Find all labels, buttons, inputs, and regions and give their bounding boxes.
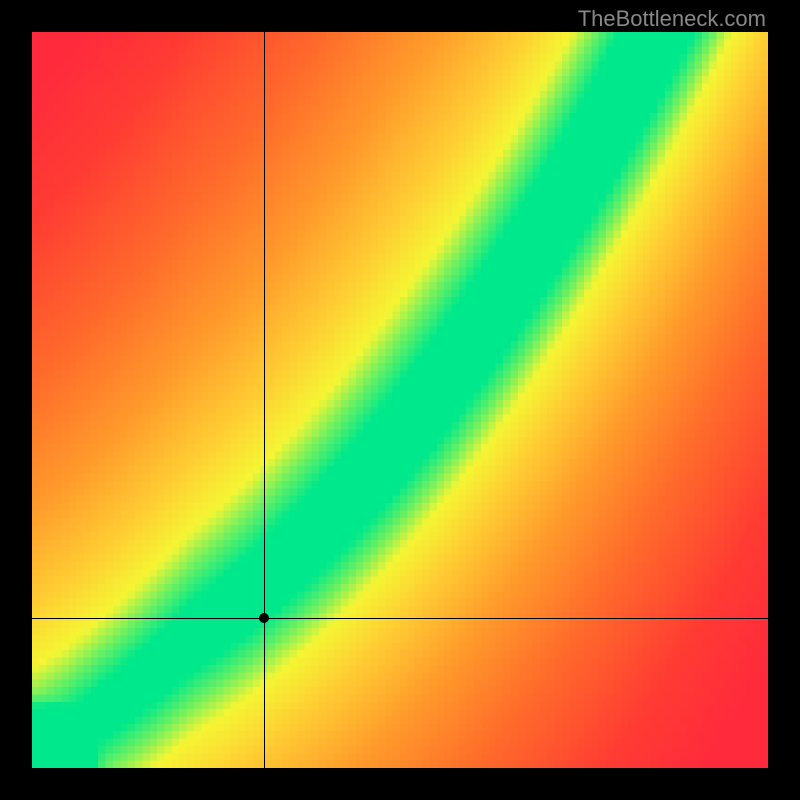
plot-area <box>32 32 768 768</box>
heatmap-canvas <box>32 32 768 768</box>
crosshair-vertical <box>264 32 265 768</box>
crosshair-horizontal <box>32 618 768 619</box>
crosshair-marker <box>259 613 269 623</box>
attribution-text: TheBottleneck.com <box>578 6 766 32</box>
